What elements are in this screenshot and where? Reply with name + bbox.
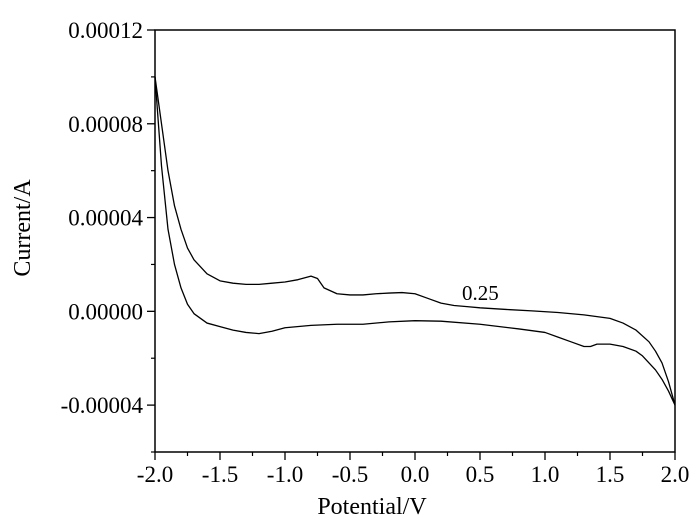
x-tick-label: -2.0: [137, 462, 173, 487]
y-tick-label: -0.00004: [61, 393, 144, 418]
plot-frame: [154, 29, 676, 453]
y-tick-label: 0.00000: [68, 299, 143, 324]
curve-annotation: 0.25: [462, 281, 499, 305]
x-tick-label: -1.5: [202, 462, 238, 487]
series-line-2: [154, 76, 676, 406]
y-tick-label: 0.00008: [68, 112, 143, 137]
ticks: [147, 29, 676, 460]
x-tick-label: 0.0: [401, 462, 430, 487]
x-tick-label: -1.0: [267, 462, 303, 487]
x-axis-title: Potential/V: [317, 494, 427, 520]
y-tick-label: 0.00012: [68, 18, 143, 43]
x-tick-label: -0.5: [332, 462, 368, 487]
y-axis-title: Current/A: [10, 179, 36, 277]
x-tick-label: 0.5: [466, 462, 495, 487]
x-tick-label: 1.0: [531, 462, 560, 487]
tick-labels: -2.0 -1.5 -1.0 -0.5 0.0 0.5 1.0 1.5 2.0 -0.00004 0…: [61, 18, 690, 487]
x-tick-label: 2.0: [661, 462, 690, 487]
series-line-1: [154, 76, 676, 406]
series-group: [154, 76, 676, 406]
x-tick-label: 1.5: [596, 462, 625, 487]
y-tick-label: 0.00004: [68, 206, 143, 231]
